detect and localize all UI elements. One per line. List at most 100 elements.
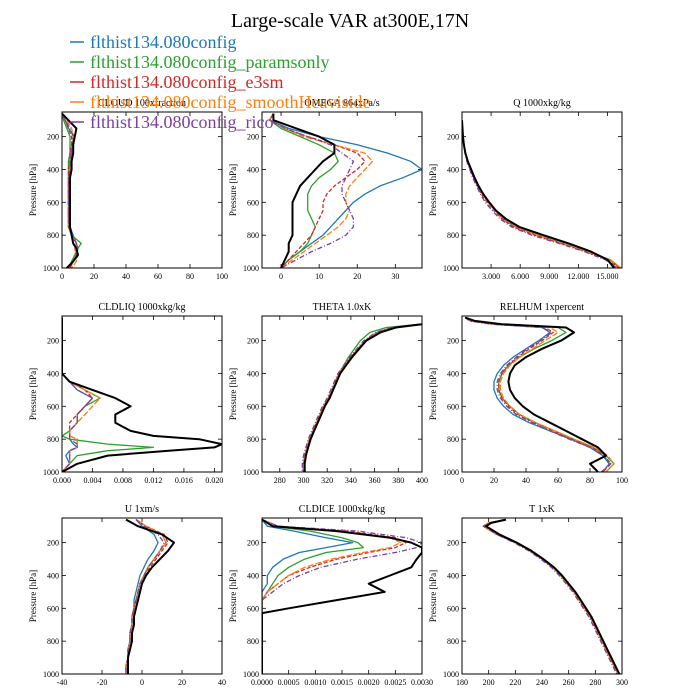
y-axis-label: Pressure [hPa]	[428, 164, 438, 216]
series-line-4	[268, 113, 374, 268]
legend: flthist134.080configflthist134.080config…	[70, 32, 370, 132]
legend-entry-2: flthist134.080config_paramsonly	[90, 52, 329, 72]
plot-frame	[61, 315, 223, 473]
panel-5: THETA 1.0xK Pressure [hPa] 200 400 600 800 100…	[228, 302, 428, 485]
x-tick-label: 0	[60, 272, 64, 281]
series-line-6	[62, 112, 79, 268]
x-tick-label: 0.0020	[358, 678, 380, 687]
x-tick-label: 0.004	[83, 476, 101, 485]
series-group	[301, 323, 422, 472]
series-group	[464, 316, 615, 472]
y-tick-label: 200	[47, 539, 59, 548]
series-line-1	[302, 323, 422, 472]
x-tick-label: 0.016	[175, 476, 193, 485]
series-line-2	[262, 519, 364, 674]
series-line-1	[482, 518, 619, 674]
series-line-3	[262, 518, 407, 674]
y-tick-label: 1000	[443, 468, 459, 477]
x-tick-label: 280	[274, 476, 286, 485]
series-line-3	[268, 113, 366, 268]
series-line-4	[464, 317, 615, 472]
y-tick-label: 1000	[43, 670, 59, 679]
series-line-3	[62, 113, 78, 268]
x-tick-label: 200	[483, 678, 495, 687]
y-tick-label: 600	[47, 604, 59, 613]
plot-frame	[61, 517, 223, 675]
y-tick-label: 400	[47, 369, 59, 378]
series-line-2	[462, 120, 622, 268]
y-tick-label: 600	[447, 402, 459, 411]
series-group	[262, 518, 422, 674]
x-tick-label: 300	[297, 476, 309, 485]
x-tick-label: 0.000	[53, 476, 71, 485]
y-axis-label: Pressure [hPa]	[228, 368, 238, 420]
panel-title: T 1xK	[529, 504, 555, 515]
y-axis-label: Pressure [hPa]	[28, 570, 38, 622]
y-tick-label: 400	[247, 571, 259, 580]
x-tick-label: 60	[554, 476, 562, 485]
series-group	[62, 317, 222, 472]
series-line-6	[464, 316, 607, 472]
plot-frame	[261, 111, 423, 269]
series-line-6	[262, 518, 422, 674]
x-tick-label: 220	[509, 678, 521, 687]
x-tick-label: 20	[353, 272, 361, 281]
plot-frame	[461, 517, 623, 675]
panel-3: Q 1000xkg/kg Pressure [hPa] 200 400 600 800 10…	[428, 98, 623, 281]
series-line-6	[272, 113, 336, 268]
figure-title: Large-scale VAR at300E,17N	[231, 10, 469, 32]
y-tick-label: 1000	[43, 264, 59, 273]
series-line-5	[301, 323, 422, 472]
y-axis-label: Pressure [hPa]	[228, 164, 238, 216]
series-line-3	[302, 323, 422, 472]
x-tick-label: 0.020	[205, 476, 223, 485]
y-tick-label: 800	[247, 435, 259, 444]
panel-8: CLDICE 1000xkg/kg Pressure [hPa] 200 400 600…	[228, 504, 433, 687]
x-tick-label: 6.000	[511, 272, 529, 281]
series-line-2	[268, 113, 339, 268]
panel-title: OMEGA 864xPa/s	[304, 98, 379, 109]
y-tick-label: 800	[47, 231, 59, 240]
x-tick-label: 20	[90, 272, 98, 281]
y-tick-label: 400	[47, 165, 59, 174]
x-tick-label: 380	[392, 476, 404, 485]
y-tick-label: 1000	[43, 468, 59, 477]
y-tick-label: 800	[247, 231, 259, 240]
x-tick-label: 60	[154, 272, 162, 281]
series-line-4	[125, 519, 167, 674]
legend-entry-1: flthist134.080config	[90, 32, 237, 52]
x-tick-label: 340	[345, 476, 357, 485]
y-tick-label: 200	[47, 337, 59, 346]
y-tick-label: 1000	[443, 264, 459, 273]
x-tick-label: 20	[490, 476, 498, 485]
panel-title: Q 1000xkg/kg	[513, 98, 571, 109]
series-line-1	[125, 519, 159, 674]
series-group	[462, 120, 622, 268]
x-tick-label: 400	[416, 476, 428, 485]
y-tick-label: 600	[447, 604, 459, 613]
series-line-5	[482, 518, 618, 674]
series-line-5	[462, 120, 618, 268]
plot-frame	[61, 111, 223, 269]
x-tick-label: -20	[97, 678, 108, 687]
y-tick-label: 600	[447, 198, 459, 207]
x-tick-label: 9.000	[540, 272, 558, 281]
x-tick-label: 300	[616, 678, 628, 687]
y-tick-label: 200	[247, 133, 259, 142]
legend-entry-4: flthist134.080config_smoothHeaviside	[90, 92, 370, 112]
series-line-3	[62, 317, 94, 472]
plot-frame	[261, 315, 423, 473]
panel-title: U 1xm/s	[125, 504, 159, 515]
legend-entry-3: flthist134.080config_e3sm	[90, 72, 283, 92]
series-line-1	[62, 317, 94, 472]
x-tick-label: 0.0005	[278, 678, 300, 687]
panel-title: CLDICE 1000xkg/kg	[299, 504, 385, 515]
panel-title: CLDLIQ 1000xkg/kg	[99, 302, 186, 313]
x-tick-label: 360	[369, 476, 381, 485]
series-group	[62, 112, 82, 268]
y-tick-label: 800	[447, 435, 459, 444]
